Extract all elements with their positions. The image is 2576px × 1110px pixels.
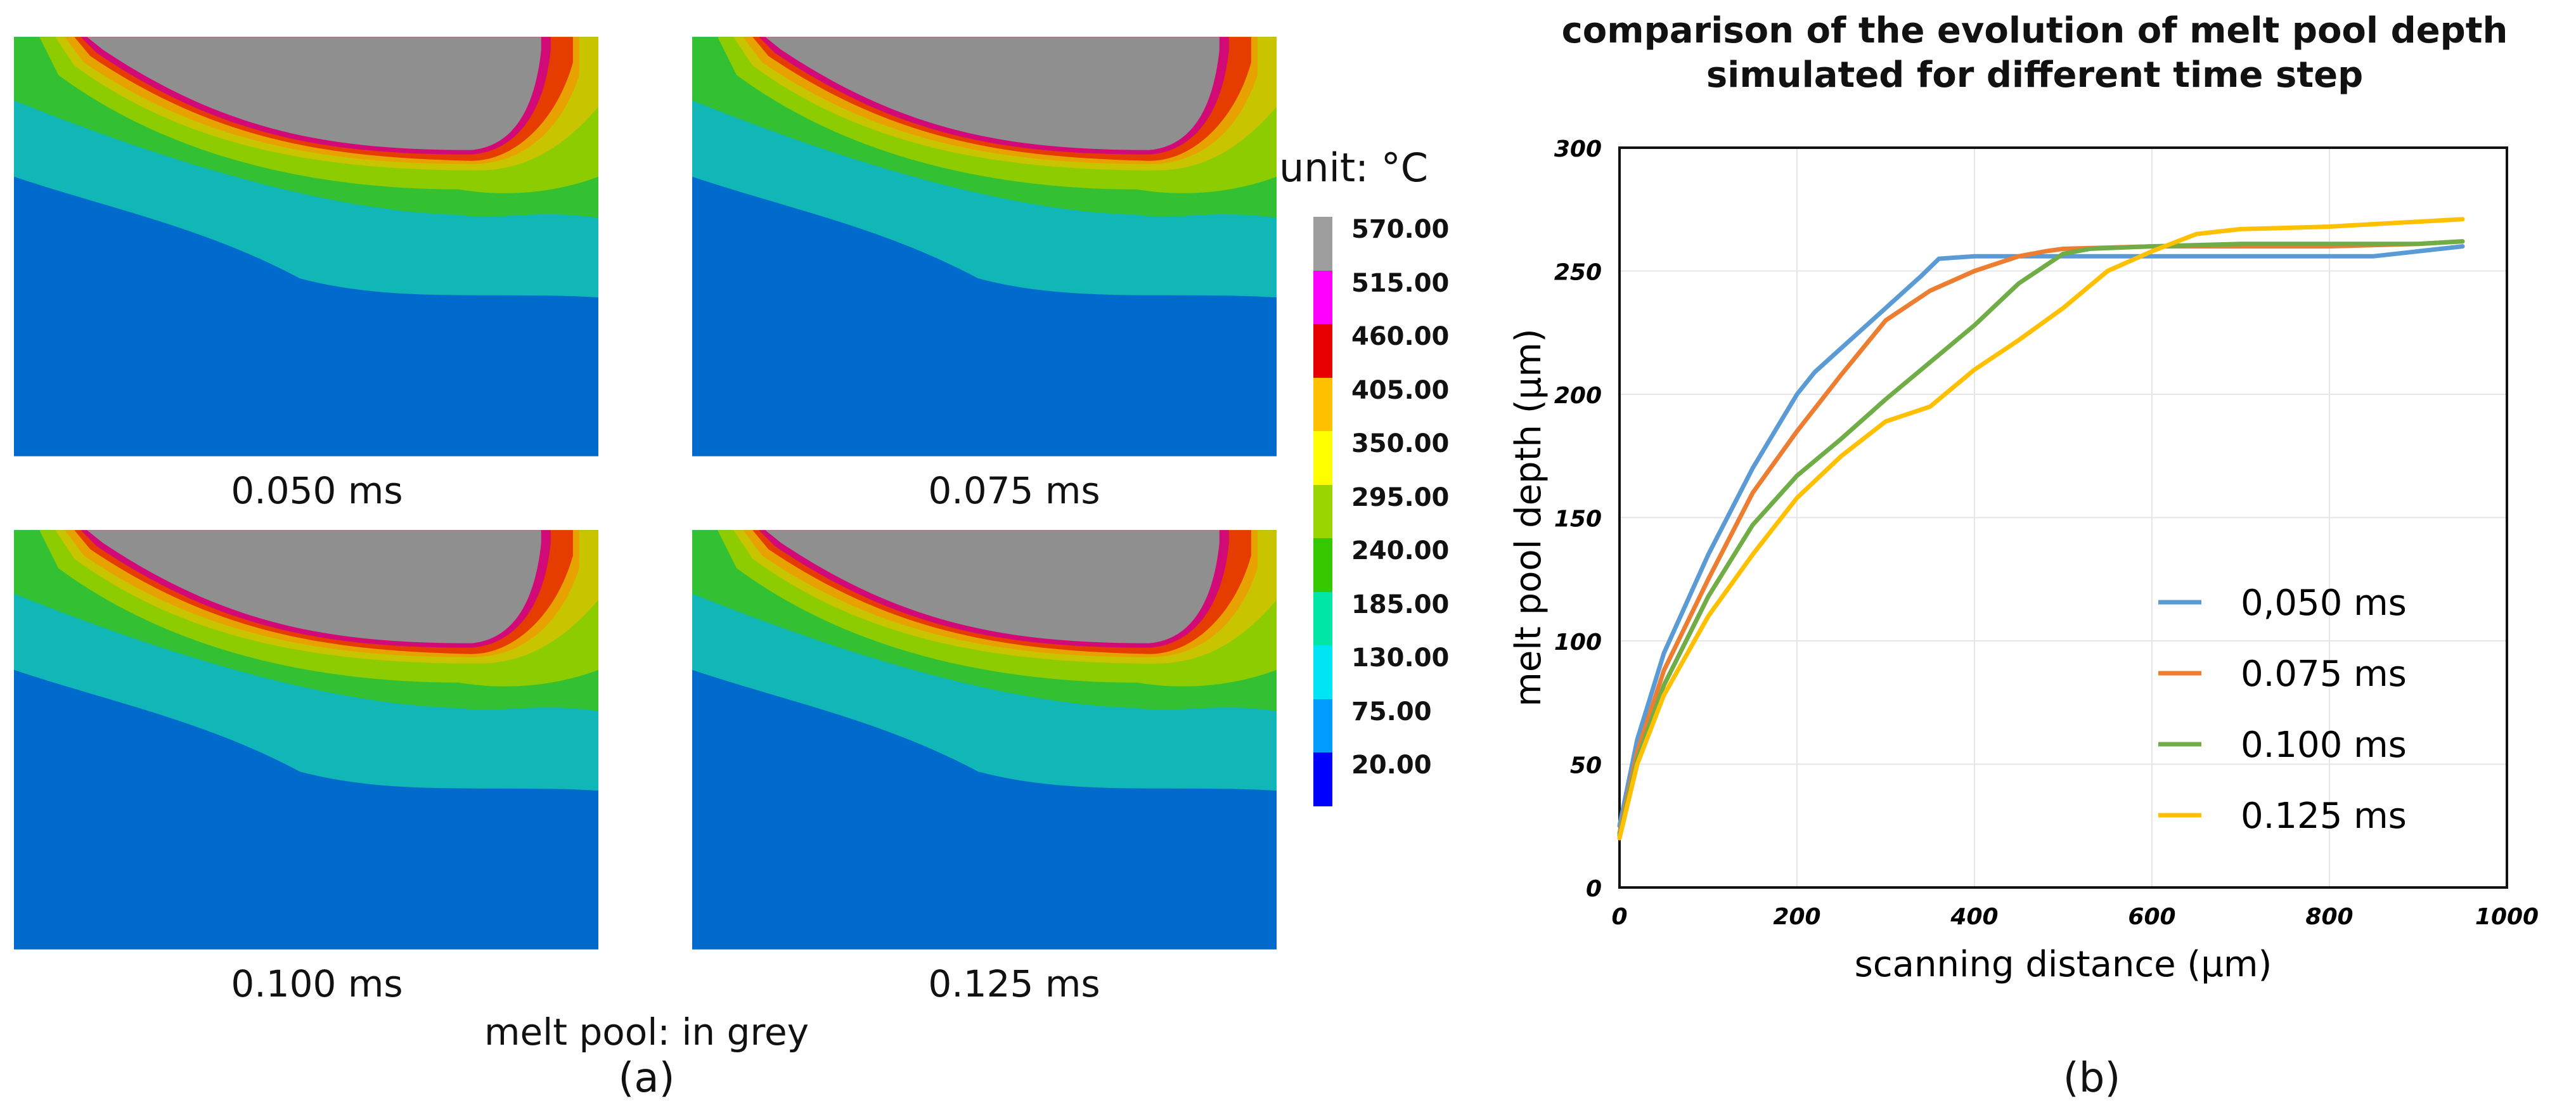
colorbar-level: 515.00 [1351,268,1450,298]
y-tick-label: 100 [1554,629,1602,655]
colorbar-level: 75.00 [1351,697,1432,726]
depth-line-chart: 0 50 100 150 200 250 300 0 200 400 600 800 1000 scann… [1508,136,2539,985]
legend-label-0: 0,050 ms [2241,583,2407,624]
colorbar-swatch [1313,699,1332,752]
panel-b-label: (b) [2063,1055,2121,1102]
snapshot-caption-0125: 0.125 ms [928,962,1100,1005]
x-tick-label: 1000 [2475,904,2539,930]
panel-a-label: (a) [618,1055,675,1102]
colorbar-swatch [1313,538,1332,592]
colorbar-swatch [1313,645,1332,699]
x-tick-label: 800 [2305,904,2353,930]
colorbar-swatch [1313,431,1332,485]
legend-label-3: 0.125 ms [2241,796,2407,837]
colorbar-swatch [1313,217,1332,271]
colorbar-level: 350.00 [1351,429,1450,458]
colorbar-level: 570.00 [1351,215,1450,244]
snapshot-caption-0100: 0.100 ms [231,962,403,1005]
colorbar-level: 130.00 [1351,643,1450,673]
snapshot-plot-0050 [14,37,598,456]
melt-pool-note: melt pool: in grey [484,1010,809,1054]
x-tick-label: 600 [2128,904,2175,930]
colorbar-level: 405.00 [1351,375,1450,405]
series-line-1 [1617,239,2465,836]
series-line-3 [1617,217,2465,841]
chart-title-line-1: comparison of the evolution of melt pool… [1561,10,2508,51]
x-tick-label: 0 [1611,904,1627,930]
y-tick-label: 50 [1570,753,1602,779]
chart-title: comparison of the evolution of melt pool… [1496,9,2573,98]
colorbar-swatch [1313,484,1332,538]
y-axis-label: melt pool depth (μm) [1508,328,1549,706]
x-axis-label: scanning distance (μm) [1855,944,2272,985]
series-line-2 [1617,239,2465,838]
y-tick-label: 150 [1554,507,1602,532]
x-tick-label: 400 [1950,904,1998,930]
legend-label-1: 0.075 ms [2241,654,2407,695]
colorbar-swatch [1313,324,1332,378]
chart-title-line-2: simulated for different time step [1706,55,2364,96]
y-tick-label: 250 [1554,260,1602,286]
colorbar-swatch [1313,377,1332,431]
colorbar-swatch [1313,752,1332,806]
x-tick-label: 200 [1773,904,1820,930]
colorbar-level: 185.00 [1351,590,1450,619]
y-tick-label: 300 [1554,136,1602,162]
snapshot-plot-0075 [692,37,1277,456]
snapshot-caption-0050: 0.050 ms [231,469,403,512]
snapshot-plot-0100 [14,530,598,950]
colorbar-level: 295.00 [1351,482,1450,512]
y-tick-label: 0 [1586,876,1602,902]
plot-frame [1618,146,2508,889]
snapshot-caption-0075: 0.075 ms [928,469,1100,512]
legend-label-2: 0.100 ms [2241,725,2407,766]
colorbar-level: 460.00 [1351,322,1450,351]
snapshot-plot-0125 [692,530,1277,950]
series-line-0 [1617,244,2465,829]
colorbar-level: 240.00 [1351,536,1450,565]
colorbar-swatch [1313,270,1332,324]
y-tick-label: 200 [1554,383,1602,409]
colorbar-unit: unit: °C [1279,145,1429,191]
colorbar-level: 20.00 [1351,751,1432,780]
colorbar-swatch [1313,591,1332,645]
